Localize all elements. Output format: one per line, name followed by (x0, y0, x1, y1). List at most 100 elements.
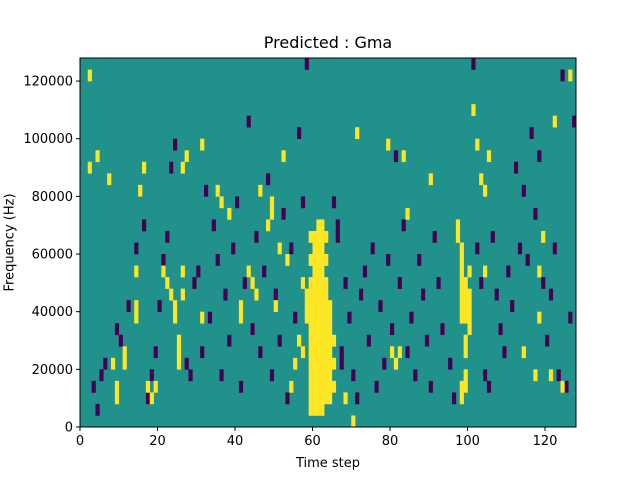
heatmap-cell-high (324, 300, 329, 312)
heatmap-cell-high (308, 311, 313, 324)
heatmap-cell-high (463, 311, 468, 324)
heatmap-cell-high (176, 334, 182, 347)
heatmap-cell-low (393, 150, 399, 163)
heatmap-cell-low (428, 380, 433, 393)
heatmap-cell-low (529, 127, 534, 140)
heatmap-cell-high (386, 138, 391, 151)
x-axis: 0 20 40 60 80 100 120 (76, 427, 557, 449)
heatmap-cell-low (250, 323, 255, 336)
heatmap-cell-high (258, 184, 263, 197)
heatmap-cell-high (250, 277, 255, 289)
heatmap-cell-low (568, 311, 573, 324)
heatmap-cell-high (316, 323, 321, 336)
heatmap-cell-high (533, 369, 538, 382)
heatmap-cell-high (316, 311, 321, 324)
heatmap-cell-high (138, 184, 143, 197)
heatmap-cell-high (180, 288, 185, 301)
heatmap-cell-low (405, 346, 410, 359)
heatmap-cell-low (475, 242, 480, 255)
y-tick-label: 40000 (32, 305, 73, 320)
heatmap-cell-high (316, 277, 321, 289)
heatmap-cell-low (219, 369, 224, 382)
heatmap-cell-high (331, 380, 337, 393)
x-tick-label: 20 (149, 434, 166, 449)
heatmap-cell-high (479, 173, 484, 186)
heatmap-cell-low (165, 230, 170, 243)
heatmap-cell-high (463, 334, 468, 347)
heatmap-cell-low (211, 219, 216, 232)
heatmap-cell-high (304, 288, 309, 301)
heatmap-cell-high (355, 127, 360, 140)
heatmap-cell-low (331, 196, 337, 209)
heatmap-cell-low (436, 277, 441, 289)
heatmap-cell-low (145, 392, 151, 405)
heatmap-cell-high (331, 334, 337, 347)
heatmap-cell-high (219, 196, 224, 209)
heatmap-cell-high (471, 104, 476, 116)
heatmap-cell-high (467, 323, 472, 336)
heatmap-cell-high (304, 311, 309, 324)
heatmap-cell-high (320, 242, 325, 255)
heatmap-cell-high (483, 184, 488, 197)
heatmap-cell-high (324, 254, 329, 266)
heatmap-cell-low (471, 58, 476, 70)
heatmap-cell-high (114, 380, 120, 393)
heatmap-cell-high (463, 277, 468, 289)
heatmap-cell-high (142, 161, 147, 174)
heatmap-cell-low (479, 277, 484, 289)
heatmap-cell-high (324, 369, 329, 382)
heatmap-cell-low (207, 311, 213, 324)
heatmap-cell-low (196, 265, 201, 278)
heatmap-cell-high (246, 265, 251, 278)
heatmap-cell-high (537, 311, 542, 324)
heatmap-cell-low (362, 265, 368, 278)
heatmap-cell-high (467, 311, 472, 324)
heatmap-cell-low (246, 115, 251, 128)
heatmap-cell-high (324, 346, 329, 359)
heatmap-cell-low (254, 230, 259, 243)
heatmap-cell-low (103, 357, 108, 370)
heatmap-cell-high (184, 150, 189, 163)
heatmap-cell-high (455, 230, 461, 243)
heatmap-cell-high (463, 346, 468, 359)
heatmap-cell-high (254, 288, 259, 301)
heatmap-cell-high (312, 357, 317, 370)
heatmap-cell-high (308, 334, 313, 347)
heatmap-cell-high (134, 265, 139, 278)
heatmap-cell-low (95, 403, 100, 416)
heatmap-cell-high (537, 265, 542, 278)
heatmap-cell-high (455, 219, 461, 232)
heatmap-cell-high (328, 346, 333, 359)
heatmap-cell-high (176, 357, 182, 370)
heatmap-cell-high (320, 311, 325, 324)
heatmap-cell-high (324, 392, 329, 405)
heatmap-cell-low (157, 300, 162, 312)
heatmap-cell-low (149, 369, 154, 382)
heatmap-cell-high (308, 288, 313, 301)
heatmap-cell-low (494, 288, 499, 301)
heatmap-cell-high (459, 288, 464, 301)
heatmap-cell-high (463, 288, 468, 301)
heatmap-cell-low (397, 277, 402, 289)
heatmap-cell-low (382, 357, 387, 370)
heatmap-cell-low (347, 311, 352, 324)
heatmap-cell-high (467, 265, 472, 278)
heatmap-cell-low (359, 288, 364, 301)
heatmap-cell-high (176, 346, 182, 359)
heatmap-cell-high (324, 323, 329, 336)
heatmap-cell-low (339, 346, 344, 359)
heatmap-cell-high (316, 242, 321, 255)
heatmap-cell-high (266, 219, 271, 232)
heatmap-cell-high (87, 161, 92, 174)
heatmap-cell-high (459, 311, 464, 324)
heatmap-cell-low (335, 230, 340, 243)
heatmap-cell-high (300, 277, 306, 289)
heatmap-cell-high (316, 334, 321, 347)
heatmap-cell-high (122, 357, 127, 370)
heatmap-cell-low (483, 369, 488, 382)
heatmap-cell-high (308, 357, 313, 370)
heatmap-cell-high (316, 288, 321, 301)
heatmap-cell-low (238, 380, 244, 393)
heatmap-cell-low (289, 242, 294, 255)
heatmap-cell-high (134, 300, 139, 312)
